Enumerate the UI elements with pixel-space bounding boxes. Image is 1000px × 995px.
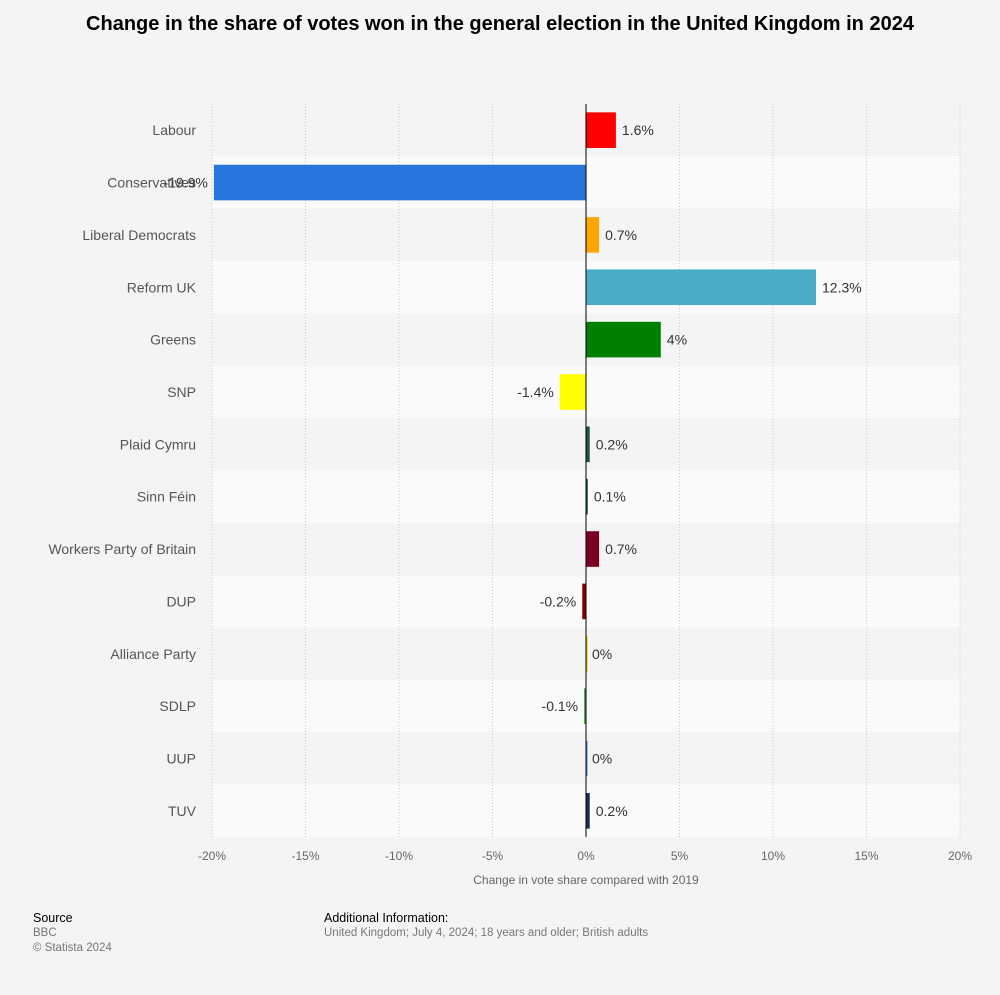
data-label: 1.6% xyxy=(622,122,654,138)
bar-liberal-democrats xyxy=(586,217,600,253)
data-label: 0.2% xyxy=(596,803,628,819)
x-axis-title: Change in vote share compared with 2019 xyxy=(473,873,699,887)
category-label: Workers Party of Britain xyxy=(48,541,196,557)
data-label: 4% xyxy=(667,332,687,348)
bar-uup xyxy=(586,740,588,777)
x-tick-label: -5% xyxy=(482,849,504,863)
bar-chart: -20% -15% -10% -5% 0% 5% 10% 15% 20% Labour 1.6% Co… xyxy=(48,104,972,887)
x-tick-label: -20% xyxy=(198,849,226,863)
data-label: -0.2% xyxy=(540,593,577,609)
x-tick-label: 10% xyxy=(761,849,785,863)
source-name: BBC xyxy=(33,927,57,939)
data-label: 12.3% xyxy=(822,279,862,295)
additional-info-text: United Kingdom; July 4, 2024; 18 years a… xyxy=(324,927,649,939)
bar-workers-party-of-britain xyxy=(586,531,600,567)
category-label: UUP xyxy=(166,750,196,766)
bar-dup xyxy=(582,583,586,620)
copyright: © Statista 2024 xyxy=(33,942,112,954)
bar-snp xyxy=(559,374,586,410)
bar-sinn-f-in xyxy=(586,478,588,515)
bar-alliance-party xyxy=(586,635,588,672)
category-label: Reform UK xyxy=(127,279,197,295)
data-label: 0% xyxy=(592,750,612,766)
x-tick-label: 15% xyxy=(854,849,878,863)
additional-info-block: Additional Information: United Kingdom; … xyxy=(324,911,648,941)
x-tick-label: -15% xyxy=(291,849,319,863)
bar-tuv xyxy=(586,793,590,829)
bar-sdlp xyxy=(584,688,586,724)
category-label: Labour xyxy=(152,122,196,138)
category-label: Sinn Féin xyxy=(137,489,196,505)
x-tick-label: -10% xyxy=(385,849,413,863)
category-label: DUP xyxy=(166,593,196,609)
data-label: 0.7% xyxy=(605,541,637,557)
chart-title: Change in the share of votes won in the … xyxy=(86,13,914,35)
category-label: Conservatives xyxy=(107,175,196,191)
data-label: 0.1% xyxy=(594,489,626,505)
data-label: 0.7% xyxy=(605,227,637,243)
data-label: -0.1% xyxy=(542,698,579,714)
data-label: 0.2% xyxy=(596,436,628,452)
bar-plaid-cymru xyxy=(586,426,590,463)
bar-labour xyxy=(586,112,616,148)
x-tick-label: 5% xyxy=(671,849,689,863)
bar-conservatives xyxy=(213,164,586,201)
category-label: Alliance Party xyxy=(110,646,196,662)
data-label: -1.4% xyxy=(517,384,554,400)
category-label: SNP xyxy=(167,384,196,400)
x-tick-label: 20% xyxy=(948,849,972,863)
category-label: Liberal Democrats xyxy=(82,227,196,243)
x-tick-label: 0% xyxy=(577,849,595,863)
bar-greens xyxy=(586,321,661,358)
additional-info-heading: Additional Information: xyxy=(324,911,449,925)
data-label: 0% xyxy=(592,646,612,662)
bar-reform-uk xyxy=(586,269,817,306)
category-label: TUV xyxy=(168,803,197,819)
category-label: SDLP xyxy=(159,698,196,714)
source-heading: Source xyxy=(33,911,73,925)
data-label: -19.9% xyxy=(164,175,208,191)
category-label: Plaid Cymru xyxy=(120,436,196,452)
source-block: Source BBC © Statista 2024 xyxy=(33,911,112,956)
category-label: Greens xyxy=(150,332,196,348)
